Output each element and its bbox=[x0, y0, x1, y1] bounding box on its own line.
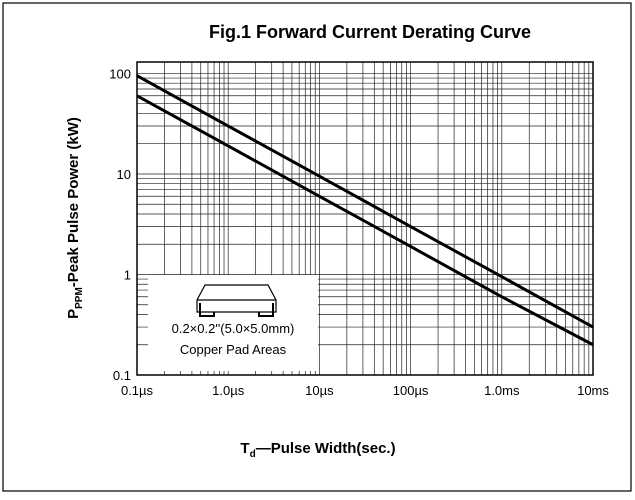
inset-box bbox=[148, 275, 318, 371]
series-line bbox=[136, 94, 594, 347]
ticks: 0.1µs 1.0µs 10µs 100µs 1.0ms 10ms 0.1 1 10 100 bbox=[109, 66, 609, 398]
x-tick-label: 10µs bbox=[305, 383, 334, 398]
annotation: 0.2×0.2''(5.0×5.0mm) bbox=[172, 321, 295, 336]
annotation: Copper Pad Areas bbox=[180, 342, 287, 357]
y-tick-label: 0.1 bbox=[113, 368, 131, 383]
x-label-main: T bbox=[240, 440, 249, 457]
package-icon bbox=[196, 284, 277, 317]
y-axis-label: PPPM-Peak Pulse Power (kW) bbox=[65, 117, 85, 319]
lines bbox=[136, 74, 594, 347]
x-axis-label: Td—Pulse Width(sec.) bbox=[240, 440, 395, 460]
x-label-rest: —Pulse Width(sec.) bbox=[256, 440, 396, 457]
y-tick-label: 100 bbox=[109, 66, 131, 81]
x-tick-label: 0.1µs bbox=[121, 383, 154, 398]
x-tick-label: 1.0ms bbox=[484, 383, 520, 398]
inset: 0.2×0.2''(5.0×5.0mm) Copper Pad Areas bbox=[148, 275, 318, 371]
x-tick-label: 100µs bbox=[393, 383, 429, 398]
x-label-sub: d bbox=[250, 449, 256, 460]
y-tick-label: 10 bbox=[117, 167, 131, 182]
chart-title: Fig.1 Forward Current Derating Curve bbox=[209, 22, 531, 42]
plot-frame bbox=[136, 61, 594, 376]
frame bbox=[2, 2, 632, 492]
y-label-main: P bbox=[65, 309, 82, 319]
x-tick-label: 10ms bbox=[577, 383, 609, 398]
x-tick-label: 1.0µs bbox=[212, 383, 245, 398]
series-line bbox=[136, 74, 594, 329]
y-label-sub: PPM bbox=[74, 287, 85, 309]
y-label-rest: -Peak Pulse Power (kW) bbox=[65, 117, 82, 287]
y-tick-label: 1 bbox=[124, 267, 131, 282]
